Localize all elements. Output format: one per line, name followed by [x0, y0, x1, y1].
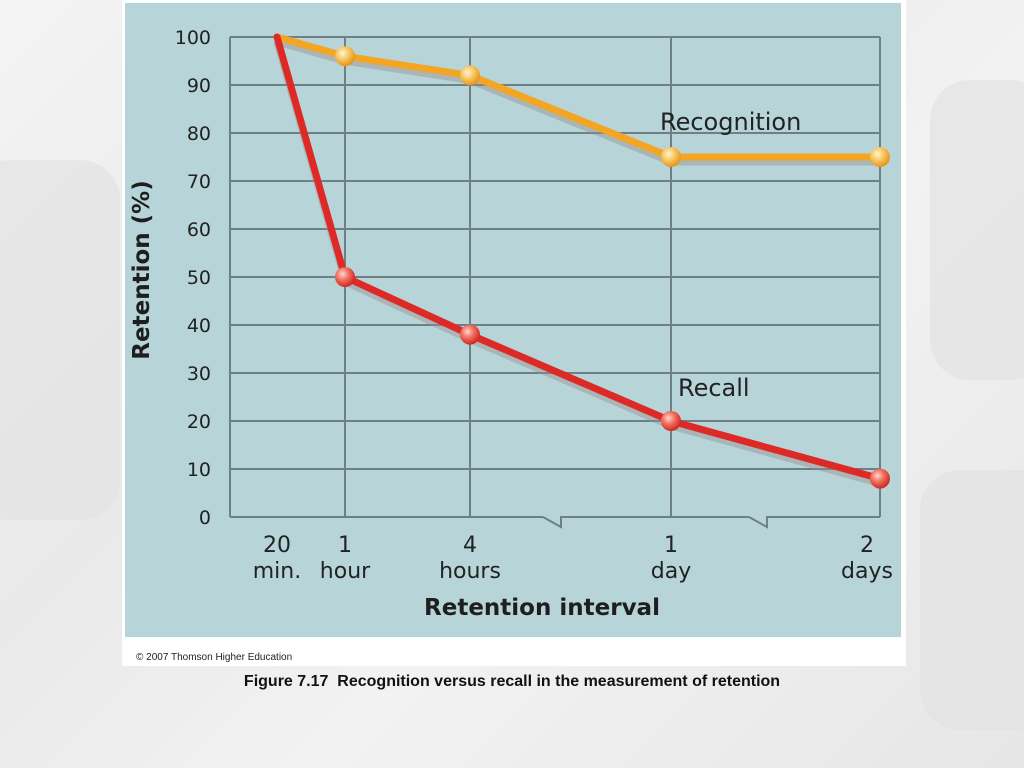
figure-card: 0 10 20 30 40 50 60 70 80 90 100 20 min. 1 hour 4 hours… — [122, 0, 906, 666]
y-tick-label: 60 — [187, 219, 211, 241]
copyright-notice: © 2007 Thomson Higher Education — [136, 652, 293, 663]
y-tick-label: 10 — [187, 459, 211, 481]
x-tick-label-top: 1 — [664, 533, 678, 558]
data-point-recall — [335, 267, 355, 287]
x-tick-label-bottom: day — [651, 559, 691, 584]
y-tick-label: 90 — [187, 75, 211, 97]
y-tick-label: 0 — [199, 507, 211, 529]
x-axis-title: Retention interval — [424, 595, 660, 621]
series-line-recall — [273, 33, 884, 483]
x-axis-break-2 — [748, 516, 880, 529]
y-tick-labels: 0 10 20 30 40 50 60 70 80 90 100 — [175, 27, 211, 529]
chart-panel: 0 10 20 30 40 50 60 70 80 90 100 20 min. 1 hour 4 hours… — [125, 3, 901, 637]
y-tick-label: 30 — [187, 363, 211, 385]
axes — [230, 516, 880, 529]
series-label-recognition: Recognition — [660, 108, 801, 136]
x-tick-label-top: 2 — [860, 533, 874, 558]
x-tick-label-bottom: hour — [320, 559, 371, 584]
data-point-recall — [870, 468, 890, 489]
figure-caption: Figure 7.17 Recognition versus recall in… — [243, 673, 781, 690]
x-tick-label-top: 1 — [338, 533, 352, 558]
x-tick-label-top: 4 — [463, 533, 477, 558]
y-axis-title: Retention (%) — [129, 180, 155, 359]
y-tick-label: 50 — [187, 267, 211, 289]
x-axis-break-1 — [542, 516, 749, 529]
grid-lines — [229, 36, 881, 517]
y-tick-label: 20 — [187, 411, 211, 433]
data-point-recognition — [870, 147, 890, 167]
data-point-recall — [460, 324, 480, 345]
x-tick-label-bottom: min. — [253, 559, 301, 584]
x-tick-label-bottom: days — [841, 559, 893, 584]
y-tick-label: 70 — [187, 171, 211, 193]
x-tick-label-bottom: hours — [439, 559, 501, 584]
data-point-recall — [661, 411, 681, 431]
y-tick-label: 40 — [187, 315, 211, 337]
series — [273, 33, 890, 489]
data-point-recognition — [661, 147, 681, 167]
series-line-recognition — [273, 33, 884, 161]
data-point-recognition — [335, 46, 355, 67]
data-point-recognition — [460, 65, 480, 86]
series-label-recall: Recall — [678, 374, 750, 402]
y-tick-label: 100 — [175, 27, 211, 49]
x-tick-label-top: 20 — [263, 533, 291, 558]
y-tick-label: 80 — [187, 123, 211, 145]
